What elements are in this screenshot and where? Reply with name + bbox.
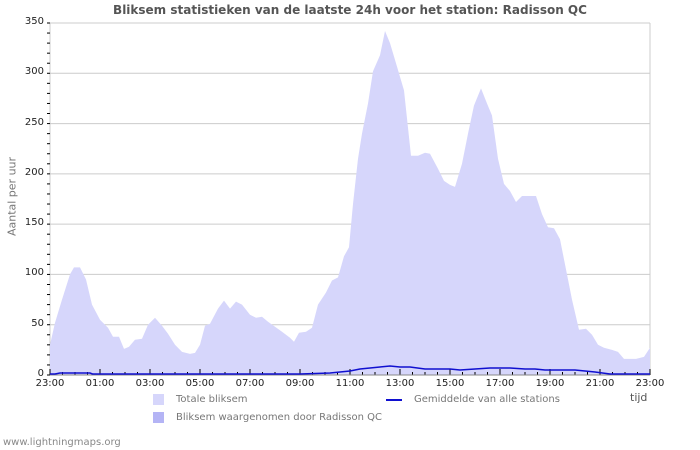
- average-stations-line: [50, 365, 650, 375]
- legend-station: Bliksem waargenomen door Radisson QC: [153, 412, 382, 423]
- legend-average-label: Gemiddelde van alle stations: [414, 394, 560, 405]
- x-tick-label: 15:00: [435, 378, 465, 389]
- x-tick-label: 19:00: [535, 378, 565, 389]
- chart-title: Bliksem statistieken van de laatste 24h …: [113, 3, 587, 17]
- x-tick-label: 17:00: [485, 378, 515, 389]
- y-tick-label: 250: [24, 116, 44, 128]
- y-tick-label: 350: [24, 16, 44, 27]
- x-tick-label: 21:00: [585, 378, 615, 389]
- legend-total-label: Totale bliksem: [176, 394, 248, 405]
- x-tick-label: 13:00: [385, 378, 415, 389]
- legend-average-swatch: [386, 398, 402, 401]
- total-lightning-area: [50, 31, 650, 375]
- y-tick-label: 100: [24, 267, 44, 279]
- footer-site-link[interactable]: www.lightningmaps.org: [3, 437, 121, 448]
- x-tick-label: 05:00: [185, 378, 215, 389]
- legend-total-swatch: [153, 394, 164, 405]
- x-tick-label: 23:00: [35, 378, 65, 389]
- y-tick-label: 50: [31, 317, 44, 329]
- x-tick-label: 03:00: [135, 378, 165, 389]
- legend-station-swatch: [153, 412, 164, 423]
- y-tick-label: 300: [24, 66, 44, 78]
- x-tick-label: 09:00: [285, 378, 315, 389]
- x-axis-unit: tijd: [630, 391, 648, 404]
- y-tick-label: 0: [37, 368, 44, 379]
- x-tick-label: 01:00: [85, 378, 115, 389]
- legend-station-label: Bliksem waargenomen door Radisson QC: [176, 412, 382, 423]
- y-tick-label: 200: [24, 166, 44, 178]
- y-tick-label: 150: [24, 217, 44, 229]
- x-tick-label: 23:00: [635, 378, 665, 389]
- x-tick-label: 07:00: [235, 378, 265, 389]
- x-tick-label: 11:00: [335, 378, 365, 389]
- legend-average: Gemiddelde van alle stations: [386, 394, 560, 405]
- legend-total: Totale bliksem: [153, 394, 247, 405]
